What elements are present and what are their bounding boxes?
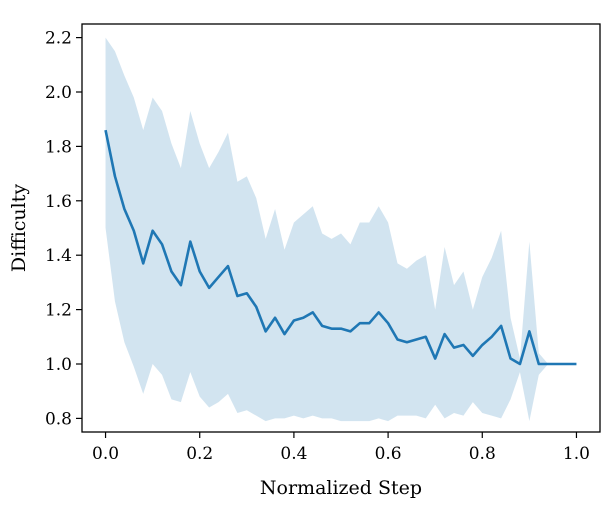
x-tick-label: 0.4 [280, 444, 307, 464]
x-tick-label: 0.8 [469, 444, 496, 464]
std-dev-band [105, 37, 577, 422]
x-axis: 0.0 0.2 0.4 0.6 0.8 1.0 [92, 432, 590, 464]
y-tick-label: 1.0 [45, 355, 72, 375]
y-tick-label: 0.8 [45, 409, 72, 429]
y-tick-label: 1.6 [45, 192, 72, 212]
plot-area [104, 37, 577, 422]
mean-difficulty-line [104, 129, 577, 366]
x-axis-label: Normalized Step [260, 477, 422, 499]
y-tick-label: 2.2 [45, 29, 72, 49]
y-axis-label: Difficulty [8, 184, 30, 272]
x-tick-label: 0.2 [186, 444, 213, 464]
axes-frame [81, 23, 601, 433]
y-tick-label: 2.0 [45, 83, 72, 103]
y-tick-label: 1.4 [45, 246, 72, 266]
y-tick-label: 1.8 [45, 137, 72, 157]
x-tick-label: 0.6 [375, 444, 402, 464]
y-axis: 0.8 1.0 1.2 1.4 1.6 1.8 2.0 2.2 [45, 29, 82, 429]
x-tick-label: 1.0 [563, 444, 590, 464]
x-tick-label: 0.0 [92, 444, 119, 464]
y-tick-label: 1.2 [45, 301, 72, 321]
